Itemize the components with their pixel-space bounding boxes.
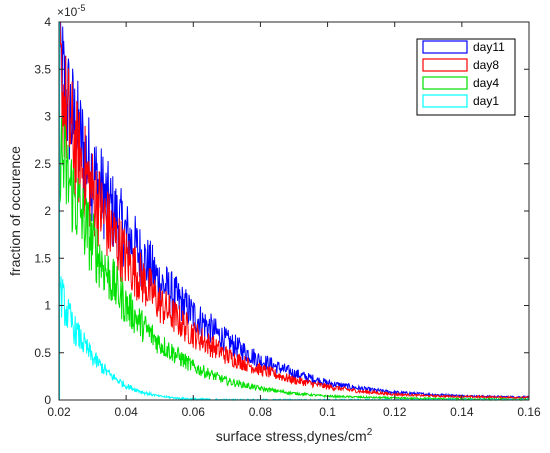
y-tick-label: 2.5 bbox=[34, 157, 51, 171]
y-tick-label: 1 bbox=[44, 299, 51, 313]
x-tick-label: 0.16 bbox=[517, 405, 541, 419]
x-tick-label: 0.12 bbox=[383, 405, 407, 419]
x-axis: 0.02 0.04 0.06 0.08 0.1 0.12 0.14 0.16 bbox=[47, 22, 541, 419]
y-axis-label: fraction of occurence bbox=[7, 146, 23, 276]
y-tick-label: 2 bbox=[44, 204, 51, 218]
legend-swatch-day1 bbox=[422, 94, 468, 108]
legend-label-day11: day11 bbox=[473, 40, 505, 54]
x-axis-label: surface stress,dynes/cm2 bbox=[216, 427, 373, 444]
x-axis-label-superscript: 2 bbox=[367, 427, 373, 438]
x-tick-label: 0.1 bbox=[319, 405, 336, 419]
y-tick-label: 0 bbox=[44, 393, 51, 407]
y-exponent-label: ×10-5 bbox=[57, 3, 85, 19]
legend-swatch-day11 bbox=[422, 40, 468, 54]
y-tick-label: 0.5 bbox=[34, 346, 51, 360]
y-tick-label: 1.5 bbox=[34, 251, 51, 265]
legend-swatch-day4 bbox=[422, 76, 468, 90]
x-tick-label: 0.04 bbox=[114, 405, 138, 419]
x-tick-label: 0.02 bbox=[47, 405, 71, 419]
legend: day11 day8 day4 day1 bbox=[416, 38, 516, 116]
legend-label-day8: day8 bbox=[473, 58, 499, 72]
y-tick-label: 4 bbox=[44, 15, 51, 29]
x-tick-label: 0.08 bbox=[249, 405, 273, 419]
legend-label-day1: day1 bbox=[473, 94, 499, 108]
y-tick-label: 3 bbox=[44, 110, 51, 124]
legend-swatch-day8 bbox=[422, 58, 468, 72]
series-line-day4 bbox=[58, 97, 530, 402]
legend-label-day4: day4 bbox=[473, 76, 499, 90]
series-line-day8 bbox=[58, 21, 530, 400]
y-exponent-value: -5 bbox=[77, 3, 85, 13]
y-tick-label: 3.5 bbox=[34, 62, 51, 76]
x-tick-label: 0.14 bbox=[450, 405, 474, 419]
y-axis: 0 0.5 1 1.5 2 2.5 3 3.5 4 bbox=[34, 15, 529, 407]
x-tick-label: 0.06 bbox=[182, 405, 206, 419]
